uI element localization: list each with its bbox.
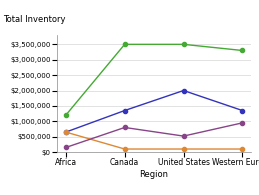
Line: Slipper: Slipper bbox=[64, 42, 244, 117]
Sport Sh bbox=[64, 146, 67, 149]
Line: Sport Sh: Sport Sh bbox=[64, 121, 244, 150]
Sandal bbox=[241, 148, 244, 150]
Text: Total Inventory: Total Inventory bbox=[3, 15, 65, 24]
X-axis label: Region: Region bbox=[140, 170, 169, 179]
Boot bbox=[64, 131, 67, 133]
Line: Boot: Boot bbox=[64, 89, 244, 134]
Sport Sh bbox=[241, 122, 244, 124]
Sport Sh bbox=[123, 126, 126, 129]
Boot bbox=[123, 109, 126, 112]
Sandal bbox=[182, 148, 185, 150]
Slipper bbox=[182, 43, 185, 45]
Boot bbox=[182, 89, 185, 92]
Slipper bbox=[241, 49, 244, 52]
Boot bbox=[241, 109, 244, 112]
Slipper bbox=[64, 114, 67, 116]
Sandal bbox=[123, 148, 126, 150]
Sport Sh bbox=[182, 135, 185, 137]
Sandal bbox=[64, 131, 67, 133]
Line: Sandal: Sandal bbox=[64, 130, 244, 151]
Slipper bbox=[123, 43, 126, 45]
